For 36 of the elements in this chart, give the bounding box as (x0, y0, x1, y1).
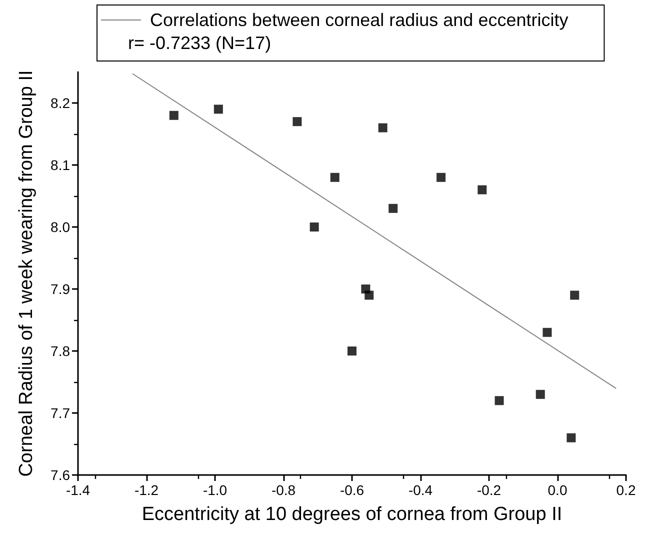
x-tick-label: -1.0 (202, 482, 228, 498)
x-tick-label: 0.2 (616, 482, 636, 498)
x-tick-label: -0.6 (340, 482, 364, 498)
y-axis-title: Corneal Radius of 1 week wearing from Group II (16, 70, 37, 477)
y-tick-label: 7.7 (50, 405, 70, 421)
text: r= -0.7233 (N=17) (128, 33, 272, 53)
point (364, 290, 374, 300)
point (388, 204, 398, 213)
point (478, 185, 487, 194)
point (378, 123, 388, 132)
x-tick-label: -1.2 (134, 482, 159, 498)
y-tick-label: 7.8 (50, 343, 70, 359)
y-tick-label: 7.9 (50, 281, 70, 297)
legend-label: Correlations between corneal radius and eccentricity (150, 10, 568, 30)
x-tick-label: 0.0 (548, 482, 568, 498)
point (292, 117, 302, 126)
point (330, 172, 340, 182)
point (542, 328, 552, 337)
point (566, 433, 576, 442)
x-axis-title: Eccentricity at 10 degrees of cornea from Group II (142, 504, 562, 525)
x-tick-label: -1.4 (66, 482, 90, 498)
y-tick-label: 8.1 (50, 157, 70, 173)
point (348, 346, 356, 356)
y-tick-label: 8.0 (50, 219, 70, 235)
point (214, 104, 223, 114)
point (436, 172, 446, 182)
point (570, 290, 580, 300)
point (536, 390, 545, 399)
y-tick-label: 7.6 (50, 467, 70, 483)
y-tick-label: 8.2 (50, 95, 70, 111)
x-tick-label: -0.8 (271, 482, 296, 498)
point (169, 110, 178, 120)
x-tick-label: -0.4 (408, 482, 433, 498)
point (310, 222, 319, 232)
x-tick-label: -0.2 (476, 482, 502, 498)
point (494, 396, 504, 406)
